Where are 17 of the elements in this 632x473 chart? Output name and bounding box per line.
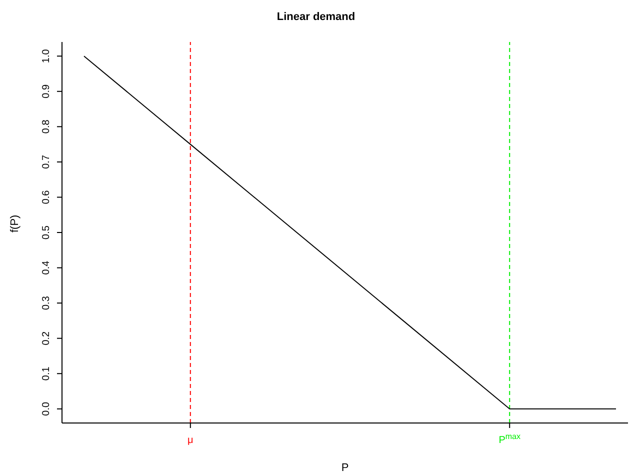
y-axis-title: f(P) — [8, 214, 21, 232]
y-tick-label: 0.6 — [41, 190, 52, 204]
y-tick-label: 0.9 — [41, 84, 52, 98]
line-series — [84, 56, 616, 410]
x-tick-label: μ — [188, 435, 194, 446]
x-tick-label: P$^{max}$ — [498, 432, 520, 446]
x-axis-title: P — [341, 462, 349, 473]
y-tick-label: 0.3 — [41, 296, 52, 310]
y-tick-label: 0.0 — [41, 402, 52, 416]
chart-title: Linear demand — [276, 11, 356, 23]
y-tick-label: 0.2 — [41, 330, 52, 346]
y-tick-label: 0.4 — [41, 260, 52, 275]
y-tick-label: 0.7 — [41, 154, 52, 169]
y-tick-label: 0.5 — [41, 225, 52, 240]
y-tick-label: 0.1 — [41, 366, 52, 381]
y-tick-label: 1.0 — [41, 48, 52, 64]
y-tick-label: 0.8 — [41, 119, 52, 134]
